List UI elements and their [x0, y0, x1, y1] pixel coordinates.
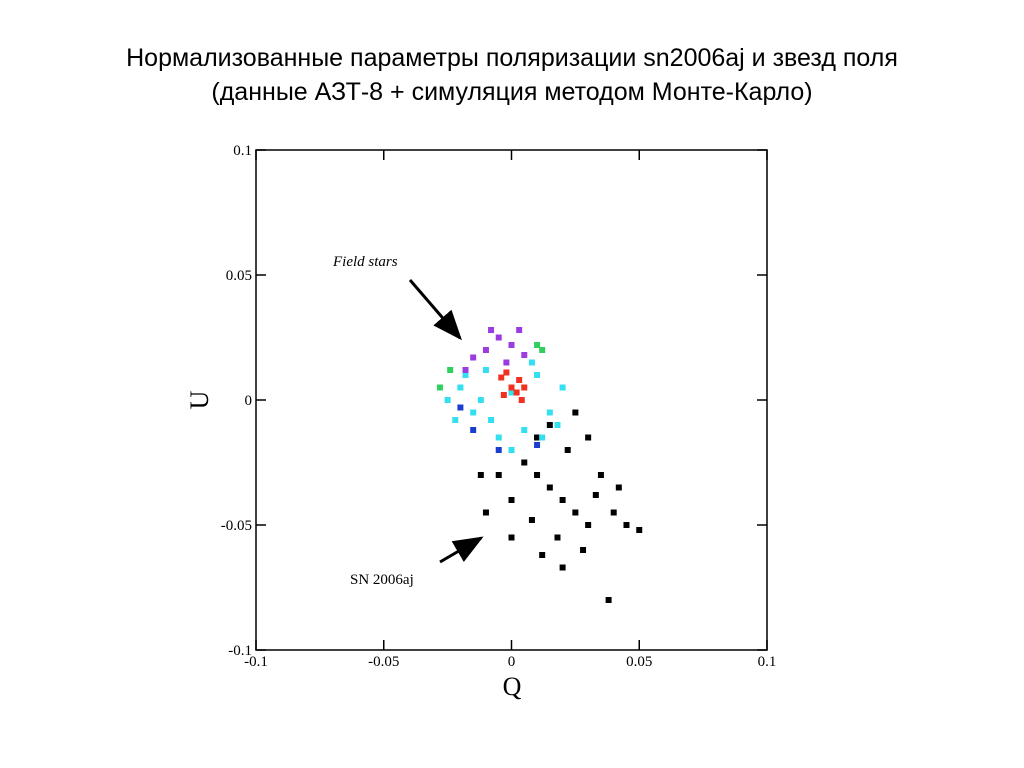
point: [503, 369, 510, 376]
point: [513, 389, 520, 396]
x-axis-label: Q: [503, 672, 522, 701]
point: [508, 384, 515, 391]
point: [534, 434, 541, 441]
x-tick-label: -0.05: [368, 654, 399, 670]
point: [554, 422, 561, 428]
point: [521, 427, 528, 433]
point: [482, 347, 489, 353]
point: [508, 534, 515, 541]
annotation: Field stars: [332, 254, 398, 270]
point: [457, 404, 464, 411]
chart-title: Нормализованные параметры поляризации sn…: [126, 44, 898, 72]
chart-subtitle: (данные АЗТ-8 + симуляция методом Монте-…: [211, 78, 812, 106]
x-tick-label: 0.05: [626, 654, 652, 670]
point: [610, 509, 617, 516]
x-tick-label: -0.1: [244, 654, 268, 670]
plot-frame: [255, 149, 768, 651]
point: [572, 509, 579, 516]
point: [452, 417, 459, 423]
point: [534, 472, 541, 478]
point: [521, 384, 528, 391]
point: [572, 409, 579, 416]
point: [636, 527, 643, 533]
arrow: [408, 279, 462, 341]
x-tick-label: 0.1: [758, 654, 777, 670]
arrow: [439, 536, 484, 564]
point: [546, 422, 553, 428]
point: [546, 409, 553, 416]
point: [508, 497, 515, 503]
point: [518, 397, 525, 403]
point: [528, 517, 535, 523]
point: [444, 397, 451, 403]
point: [580, 547, 587, 553]
point: [498, 374, 505, 381]
point: [457, 384, 464, 391]
point: [585, 522, 592, 528]
y-tick-label: -0.1: [228, 643, 252, 659]
point: [447, 367, 454, 373]
point: [534, 442, 541, 448]
point: [488, 327, 495, 333]
point: [559, 497, 566, 503]
point: [462, 372, 469, 378]
point: [516, 327, 523, 333]
point: [521, 352, 528, 358]
point: [462, 367, 469, 373]
point: [539, 347, 546, 353]
point: [495, 447, 502, 453]
y-tick-label: 0.05: [226, 268, 252, 284]
y-tick-label: 0.1: [233, 143, 252, 159]
y-tick-label: 0: [245, 393, 253, 409]
point: [488, 417, 495, 423]
point: [539, 552, 546, 558]
point: [470, 409, 477, 416]
point: [500, 392, 507, 398]
point: [528, 359, 535, 366]
point: [623, 522, 630, 528]
point: [521, 459, 528, 466]
point: [508, 342, 515, 348]
point: [477, 472, 484, 478]
point: [470, 354, 477, 361]
point: [477, 397, 484, 403]
point: [436, 384, 443, 391]
point: [482, 367, 489, 373]
point: [534, 372, 541, 378]
point: [495, 434, 502, 441]
point: [482, 509, 489, 516]
point: [592, 492, 599, 498]
point: [615, 484, 622, 491]
point: [539, 434, 546, 441]
annotation: SN 2006aj: [350, 572, 414, 588]
point: [597, 472, 604, 478]
point: [559, 384, 566, 391]
point: [564, 447, 571, 453]
point: [585, 434, 592, 441]
point: [559, 564, 566, 571]
point: [470, 427, 477, 433]
y-axis-label: U: [185, 390, 214, 409]
point: [503, 359, 510, 366]
point: [508, 389, 515, 396]
point: [554, 534, 561, 541]
point: [495, 334, 502, 341]
x-tick-label: 0: [508, 654, 516, 670]
y-tick-label: -0.05: [221, 518, 252, 534]
point: [495, 472, 502, 478]
point: [534, 342, 541, 348]
point: [508, 447, 515, 453]
point: [546, 484, 553, 491]
point: [516, 377, 523, 383]
point: [605, 597, 612, 603]
